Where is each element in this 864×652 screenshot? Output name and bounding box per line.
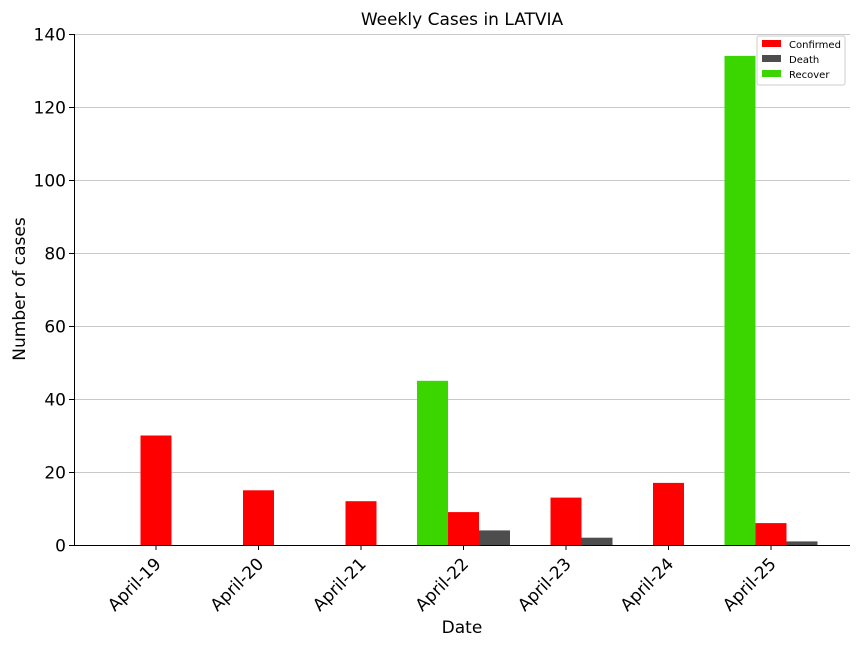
bar-confirmed xyxy=(140,435,172,545)
y-tick-label: 0 xyxy=(55,537,66,557)
y-tick-label: 40 xyxy=(44,391,66,411)
x-axis-label: Date xyxy=(442,618,483,638)
bar-confirmed xyxy=(550,497,582,545)
x-tick-label: April-19 xyxy=(104,554,165,615)
bar-confirmed xyxy=(345,501,377,545)
legend-label-death: Death xyxy=(789,55,819,66)
bar-confirmed xyxy=(448,512,479,545)
y-tick-label: 100 xyxy=(34,172,66,192)
x-tick-label: April-23 xyxy=(514,554,575,615)
x-tick-label: April-20 xyxy=(207,554,268,615)
x-tick-label: April-25 xyxy=(719,554,780,615)
y-tick-label: 80 xyxy=(44,245,66,265)
y-tick-label: 60 xyxy=(44,318,66,338)
y-axis-ticks: 0 20 40 60 80 100 120 140 xyxy=(34,26,74,557)
y-axis-label: Number of cases xyxy=(10,217,30,361)
x-tick-label: April-21 xyxy=(309,554,370,615)
bar-recover xyxy=(417,380,448,546)
bar-death xyxy=(479,530,510,545)
bar-confirmed xyxy=(755,523,787,545)
y-tick-label: 20 xyxy=(44,464,66,484)
legend-swatch-confirmed xyxy=(762,40,781,47)
x-tick-label: April-24 xyxy=(617,554,678,615)
bar-death xyxy=(786,541,818,545)
legend-swatch-death xyxy=(762,55,781,62)
gridlines xyxy=(74,34,850,473)
legend-label-confirmed: Confirmed xyxy=(789,40,841,51)
bars xyxy=(140,55,818,546)
legend-swatch-recover xyxy=(762,70,781,77)
chart-title: Weekly Cases in LATVIA xyxy=(361,10,564,30)
y-tick-label: 120 xyxy=(34,99,66,119)
bar-confirmed xyxy=(653,482,684,545)
bar-confirmed xyxy=(243,490,274,546)
x-tick-label: April-22 xyxy=(412,554,473,615)
bar-death xyxy=(581,537,613,545)
legend-label-recover: Recover xyxy=(789,70,830,81)
y-tick-label: 140 xyxy=(34,26,66,46)
bar-recover xyxy=(724,55,756,546)
legend: Confirmed Death Recover xyxy=(756,35,846,86)
x-axis-ticks: April-19 April-20 April-21 April-22 April-23… xyxy=(104,545,781,616)
